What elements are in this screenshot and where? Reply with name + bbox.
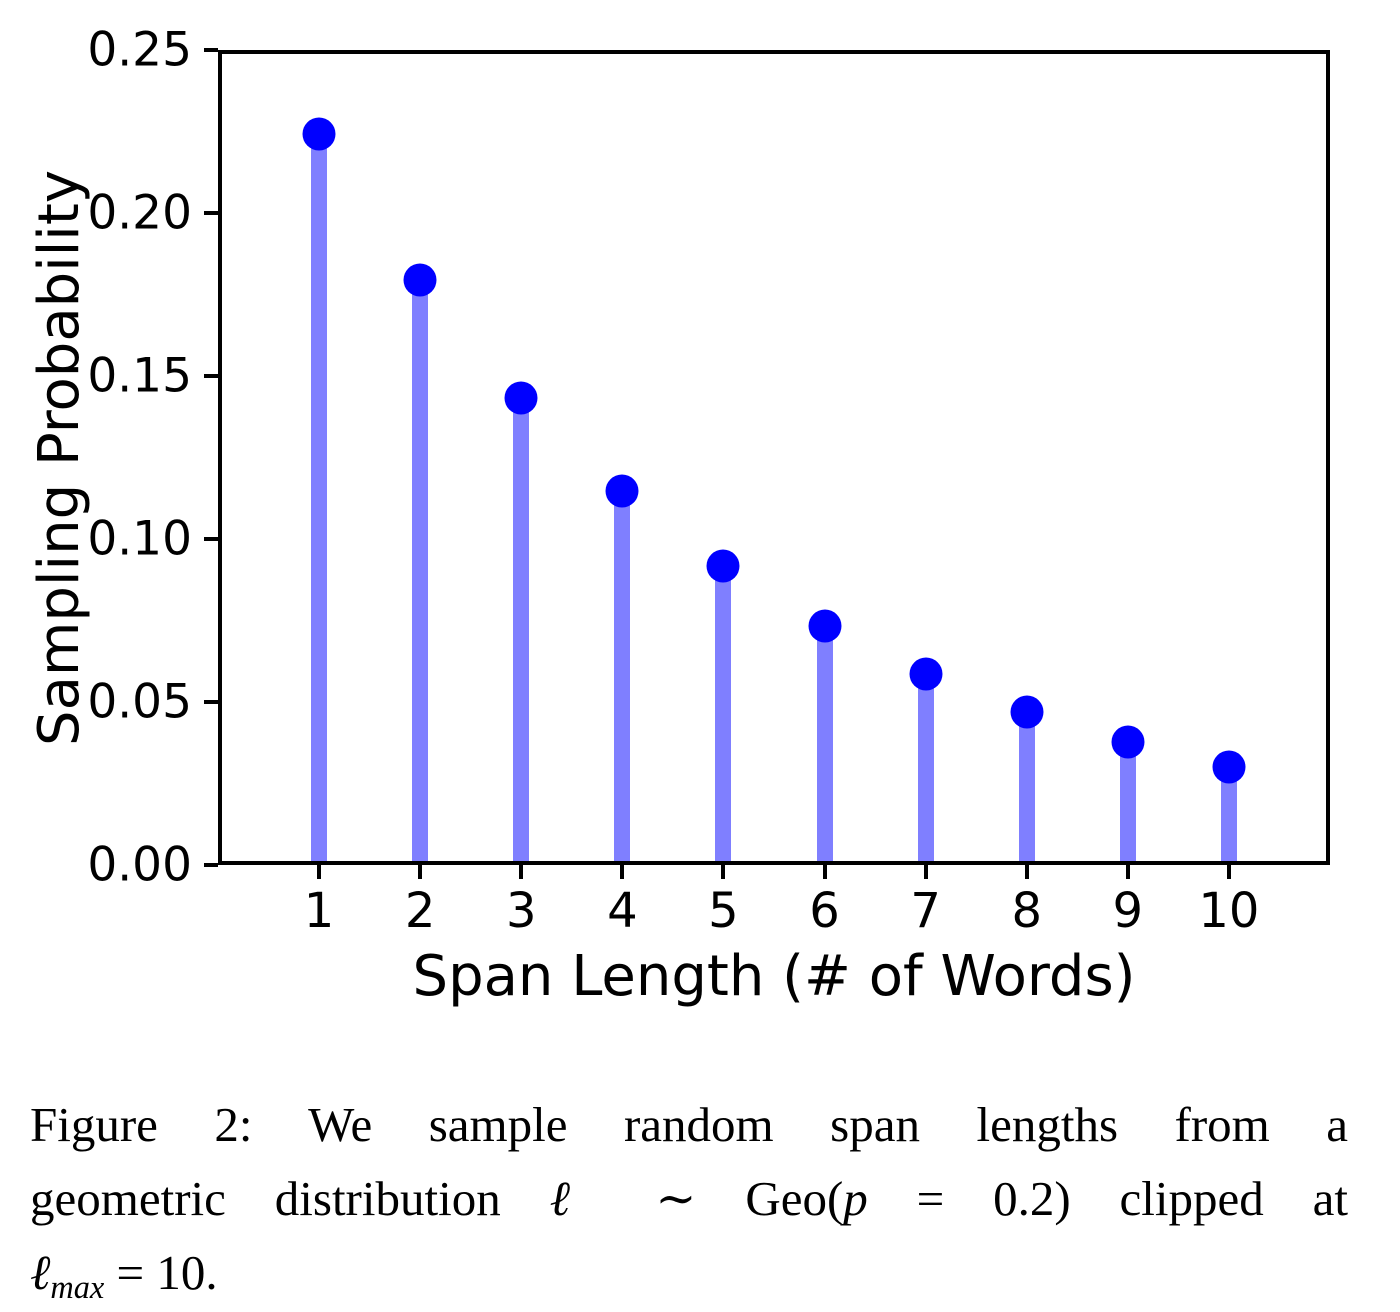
stem: [917, 673, 934, 865]
x-tick-label: 9: [1112, 883, 1144, 939]
x-tick-label: 10: [1198, 883, 1260, 939]
caption-line-2: geometric distribution ℓ ∼ Geo(p = 0.2) …: [30, 1171, 1348, 1226]
x-tick: [822, 865, 827, 879]
x-tick: [620, 865, 625, 879]
stem: [1018, 711, 1035, 865]
x-tick: [317, 865, 322, 879]
x-tick: [1125, 865, 1130, 879]
x-tick-label: 7: [910, 883, 941, 939]
stem: [614, 491, 631, 865]
stem: [816, 625, 833, 865]
math-sub-max: max: [50, 1269, 105, 1306]
x-tick-label: 2: [404, 883, 436, 939]
stem: [513, 397, 530, 865]
y-tick-label: 0.25: [87, 22, 192, 78]
caption-line-3: ℓmax = 10.: [30, 1245, 218, 1306]
x-tick-label: 5: [708, 883, 739, 939]
x-tick: [1226, 865, 1231, 879]
x-tick-label: 1: [303, 883, 335, 939]
x-tick: [418, 865, 423, 879]
y-tick: [204, 537, 218, 541]
x-tick: [519, 865, 524, 879]
y-tick-label: 0.20: [87, 185, 192, 241]
figure-caption: Figure 2: We sample random span lengths …: [30, 1088, 1348, 1312]
x-tick-label: 3: [505, 883, 537, 939]
stem-marker: [1111, 725, 1145, 759]
stem: [715, 565, 732, 865]
stem-marker: [302, 117, 336, 151]
math-ell: ℓ: [549, 1171, 607, 1226]
y-tick-label: 0.00: [87, 837, 192, 893]
stem-marker: [504, 381, 538, 415]
stem: [412, 280, 429, 865]
x-tick: [1024, 865, 1029, 879]
x-tick-label: 8: [1011, 883, 1042, 939]
x-tick-label: 4: [607, 883, 638, 939]
stem-marker: [909, 657, 943, 691]
y-tick-label: 0.10: [87, 511, 192, 567]
caption-line-1: Figure 2: We sample random span lengths …: [30, 1097, 1348, 1152]
y-tick: [204, 211, 218, 215]
stem-marker: [403, 263, 437, 297]
y-tick: [204, 700, 218, 704]
math-ell-max: ℓ: [30, 1245, 51, 1300]
y-tick: [204, 374, 218, 378]
y-axis-label: Sampling Probability: [27, 169, 92, 746]
x-tick-label: 6: [809, 883, 840, 939]
stem-marker: [1010, 695, 1044, 729]
stem: [1220, 766, 1237, 865]
math-p: p: [843, 1171, 868, 1226]
stem-marker: [706, 549, 740, 583]
plot-frame: [218, 50, 1330, 865]
stem: [1119, 742, 1136, 865]
y-tick: [204, 48, 218, 52]
stem-marker: [808, 609, 842, 643]
axes: Sampling Probability Span Length (# of W…: [27, 27, 1330, 1005]
y-tick-label: 0.05: [87, 674, 192, 730]
x-tick: [923, 865, 928, 879]
y-tick-label: 0.15: [87, 348, 192, 404]
stem: [311, 134, 328, 865]
x-tick: [721, 865, 726, 879]
y-tick: [204, 863, 218, 867]
stem-marker: [605, 474, 639, 508]
stem-marker: [1212, 750, 1246, 784]
x-axis-label: Span Length (# of Words): [412, 944, 1136, 1009]
